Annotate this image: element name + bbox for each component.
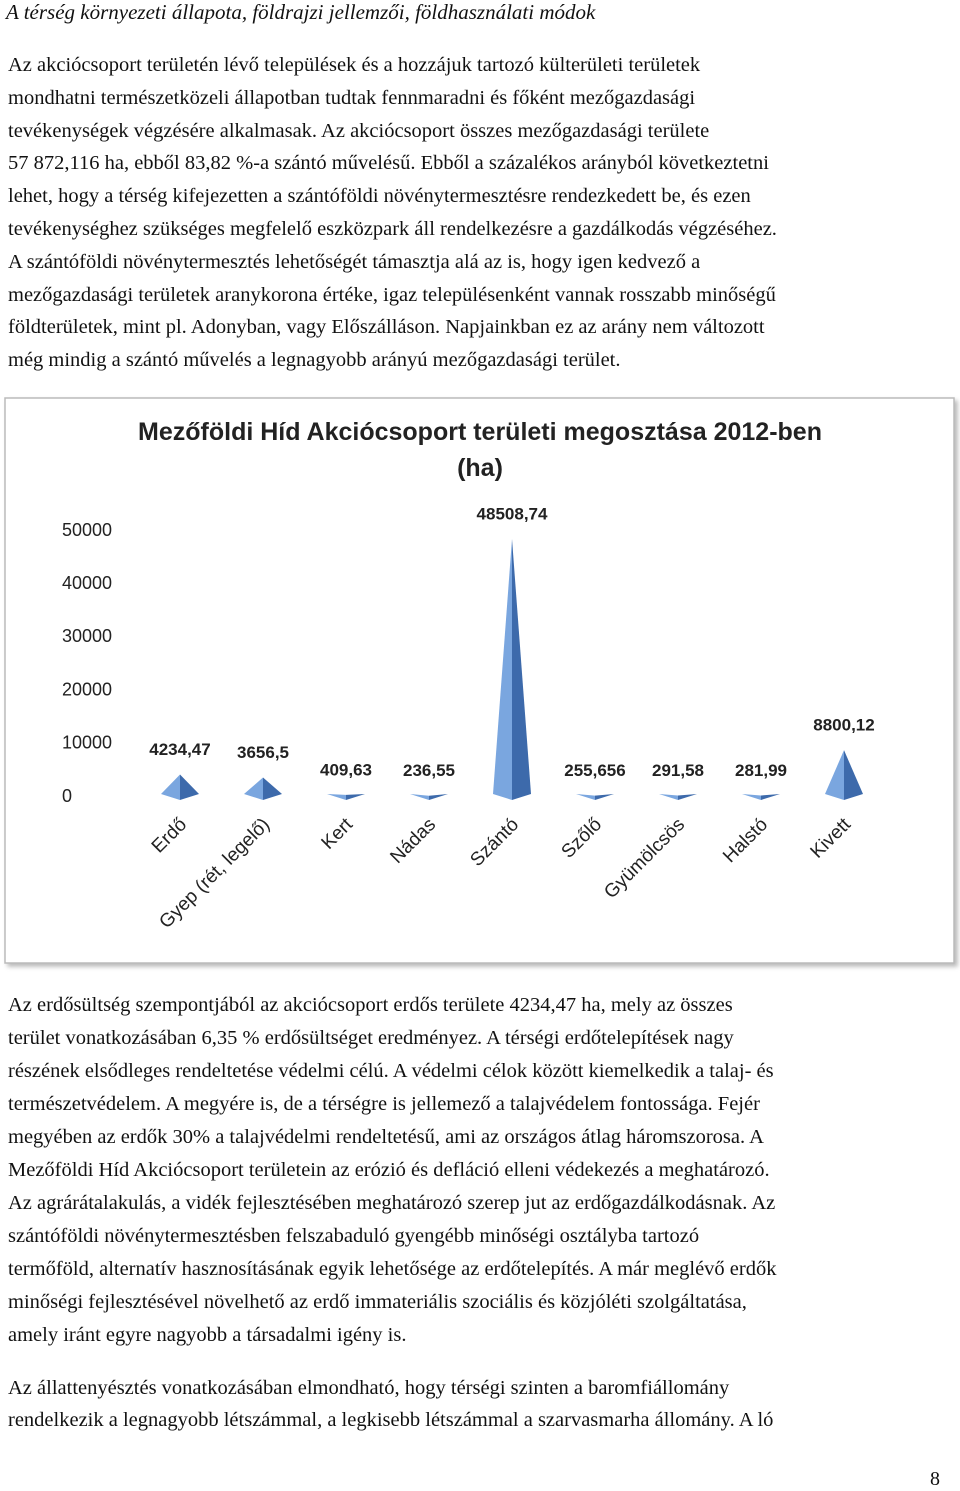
value-label: 236,55 (403, 761, 455, 780)
value-label: 4234,47 (149, 740, 210, 759)
pyramid (493, 538, 531, 800)
text: Mezőföldi Híd Akciócsoport területein az… (8, 1159, 770, 1181)
text-line: lehet, hogy a térség kifejezetten a szán… (8, 180, 945, 213)
chart-title: Mezőföldi Híd Akciócsoport területi mego… (138, 418, 822, 482)
pyramid (576, 794, 614, 800)
header-title: A térség környezeti állapota, földrajzi … (6, 0, 596, 24)
pyramid (659, 794, 697, 800)
pyramid (244, 777, 282, 800)
text: mondhatni természetközeli állapotban tud… (8, 86, 696, 109)
text: mezőgazdasági területek aranykorona érté… (8, 283, 776, 306)
y-tick-label: 50000 (62, 520, 112, 540)
text-line: még mindig a szántó művelés a legnagyobb… (8, 344, 945, 377)
text-line: földterületek, mint pl. Adonyban, vagy E… (8, 311, 945, 344)
text: tevékenységhez szükséges megfelelő eszkö… (8, 217, 777, 240)
text-line: Mezőföldi Híd Akciócsoport területein az… (8, 1154, 945, 1187)
text: földterületek, mint pl. Adonyban, vagy E… (8, 316, 765, 339)
text-line: terület vonatkozásában 6,35 % erdősültsé… (8, 1022, 945, 1055)
pyramid-face-left (493, 538, 512, 800)
text: lehet, hogy a térség kifejezetten a szán… (8, 185, 751, 208)
text-line: részének elsődleges rendeltetése védelmi… (8, 1055, 945, 1088)
text-line: rendelkezik a legnagyobb létszámmal, a l… (8, 1404, 945, 1436)
paragraph: Az állattenyésztés vonatkozásában elmond… (8, 1372, 945, 1436)
pyramid-face-right (595, 794, 614, 800)
text: még mindig a szántó művelés a legnagyobb… (8, 349, 621, 372)
pyramid-face-right (263, 777, 282, 800)
pyramid-face-left (825, 750, 844, 800)
text-line: természetvédelem. A megyére is, de a tér… (8, 1088, 945, 1121)
text-line: szántóföldi növénytermesztésben felszaba… (8, 1220, 945, 1253)
text-line: mondhatni természetközeli állapotban tud… (8, 82, 945, 115)
pyramid-face-right (429, 794, 448, 800)
pyramid-face-left (161, 774, 180, 800)
value-label: 255,656 (564, 761, 625, 780)
paragraph: Az erdősültség szempontjából az akciócso… (8, 989, 945, 1352)
chart-frame (4, 397, 955, 964)
value-label: 8800,12 (813, 716, 874, 735)
text-line: Az akciócsoport területén lévő település… (8, 49, 945, 82)
text: minőségi fejlesztésével növelhető az erd… (8, 1291, 747, 1313)
pyramid-face-left (244, 777, 263, 800)
y-tick-label: 30000 (62, 626, 112, 646)
text-line: termőföld, alternatív hasznosításának eg… (8, 1253, 945, 1286)
text: részének elsődleges rendeltetése védelmi… (8, 1060, 774, 1082)
pyramid-face-right (761, 794, 780, 800)
y-tick-label: 20000 (62, 679, 112, 699)
page-number: 8 (930, 1468, 940, 1490)
pyramid-face-left (327, 794, 346, 800)
pyramid-face-right (678, 794, 697, 800)
text: Az akciócsoport területén lévő település… (8, 54, 701, 76)
text-line: minőségi fejlesztésével növelhető az erd… (8, 1286, 945, 1319)
text: 57 872,116 ha, ebből 83,82 %-a szántó mű… (8, 152, 769, 175)
text: tevékenységek végzésére alkalmasak. Az a… (8, 119, 710, 142)
pyramid-face-left (576, 794, 595, 800)
text-line: Az állattenyésztés vonatkozásában elmond… (8, 1372, 945, 1404)
pyramid-face-right (346, 794, 365, 800)
y-tick-label: 0 (62, 786, 72, 806)
pyramid-face-left (659, 794, 678, 800)
value-label: 291,58 (652, 761, 704, 780)
text: természetvédelem. A megyére is, de a tér… (8, 1093, 760, 1115)
paragraph: Az akciócsoport területén lévő település… (8, 49, 945, 377)
pyramid (825, 750, 863, 800)
value-label: 3656,5 (237, 743, 289, 762)
pyramid-face-left (410, 794, 429, 800)
text-line: tevékenységek végzésére alkalmasak. Az a… (8, 115, 945, 148)
value-label: 281,99 (735, 761, 787, 780)
text: A szántóföldi növénytermesztés lehetőség… (8, 250, 701, 273)
text: amely iránt egyre nagyobb a társadalmi i… (8, 1324, 407, 1346)
value-label: 409,63 (320, 760, 372, 779)
value-label: 48508,74 (477, 504, 548, 523)
text: rendelkezik a legnagyobb létszámmal, a l… (8, 1409, 774, 1431)
text-line: amely iránt egyre nagyobb a társadalmi i… (8, 1319, 945, 1352)
y-tick-label: 10000 (62, 733, 112, 753)
text-line: Az agrárátalakulás, a vidék fejlesztéséb… (8, 1187, 945, 1220)
text-line: Az erdősültség szempontjából az akciócso… (8, 989, 945, 1022)
text: Az erdősültség szempontjából az akciócso… (8, 994, 733, 1016)
pyramid-face-left (742, 794, 761, 800)
text-line: A szántóföldi növénytermesztés lehetőség… (8, 246, 945, 279)
pyramid-face-right (844, 750, 863, 800)
text: Az állattenyésztés vonatkozásában elmond… (8, 1377, 730, 1399)
pyramid (742, 794, 780, 800)
pyramid (410, 794, 448, 800)
pyramid (327, 794, 365, 800)
y-tick-label: 40000 (62, 573, 112, 593)
text-line: tevékenységhez szükséges megfelelő eszkö… (8, 213, 945, 246)
pyramid (161, 774, 199, 800)
text-line: mezőgazdasági területek aranykorona érté… (8, 279, 945, 312)
text: megyében az erdők 30% a talajvédelmi ren… (8, 1126, 764, 1148)
text: termőföld, alternatív hasznosításának eg… (8, 1258, 777, 1280)
text: szántóföldi növénytermesztésben felszaba… (8, 1225, 700, 1247)
text-line: 57 872,116 ha, ebből 83,82 %-a szántó mű… (8, 147, 945, 180)
text: Az agrárátalakulás, a vidék fejlesztéséb… (8, 1192, 776, 1214)
text-line: megyében az erdők 30% a talajvédelmi ren… (8, 1121, 945, 1154)
pyramid-face-right (180, 774, 199, 800)
text: terület vonatkozásában 6,35 % erdősültsé… (8, 1027, 734, 1049)
pyramid-face-right (512, 538, 531, 800)
